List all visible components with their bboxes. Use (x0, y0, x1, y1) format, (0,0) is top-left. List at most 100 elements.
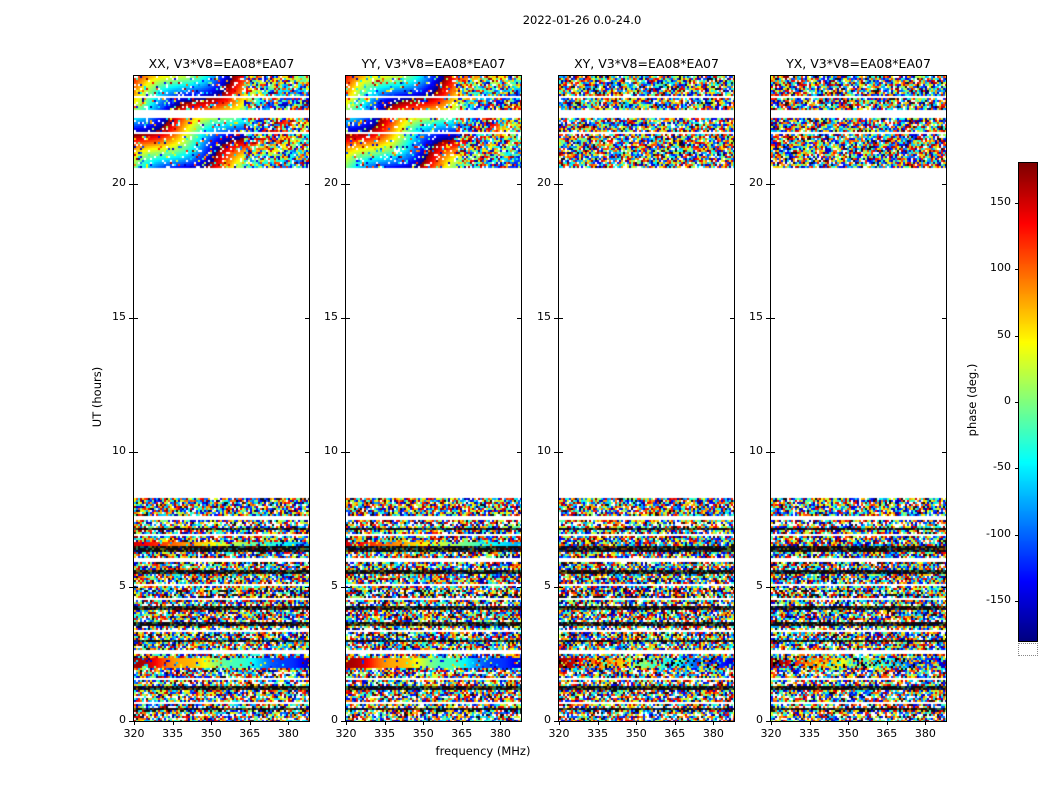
heatmap-canvas-yy (346, 76, 521, 721)
x-tick-mark (500, 721, 502, 725)
x-tick-label: 335 (374, 727, 396, 740)
y-tick-mark (346, 586, 350, 588)
y-tick-mark (942, 317, 946, 319)
colorbar-tick-mark (1015, 202, 1019, 204)
y-tick-mark (341, 183, 345, 185)
y-tick-label: 15 (112, 309, 126, 323)
panel-yx: YX, V3*V8=EA08*EA07 320 335 350 365 380 0 5 10 1… (749, 56, 947, 740)
y-tick-mark (346, 183, 350, 185)
y-tick-mark (129, 317, 133, 319)
y-tick-mark (134, 586, 138, 588)
y-tick-mark (730, 721, 734, 722)
y-tick-mark (305, 317, 309, 319)
x-tick-mark (674, 721, 676, 725)
x-tick-mark (134, 721, 135, 725)
x-tick-label: 335 (799, 727, 821, 740)
colorbar-tick-mark (1015, 534, 1019, 536)
y-tick-label: 0 (756, 713, 763, 726)
y-tick-mark (129, 586, 133, 588)
y-tick-mark (305, 452, 309, 454)
y-tick-mark (771, 183, 775, 185)
y-tick-mark (771, 586, 775, 588)
x-tick-mark (288, 721, 290, 725)
y-tick-mark (554, 183, 558, 185)
y-tick-mark (730, 586, 734, 588)
x-tick-label: 350 (625, 727, 647, 740)
y-tick-mark (134, 721, 138, 722)
panel-title-xy: XY, V3*V8=EA08*EA07 (574, 56, 719, 71)
y-tick-mark (942, 183, 946, 185)
y-tick-label: 0 (544, 713, 551, 726)
x-tick-mark (636, 721, 638, 725)
y-tick-mark (341, 586, 345, 588)
panel-xy: XY, V3*V8=EA08*EA07 320 335 350 365 380 0 5 10 1… (537, 56, 735, 740)
y-tick-mark (730, 317, 734, 319)
y-tick-mark (346, 317, 350, 319)
colorbar-tick-label: 50 (997, 327, 1011, 341)
panel-title-xx: XX, V3*V8=EA08*EA07 (148, 56, 295, 71)
y-tick-mark (730, 452, 734, 454)
y-tick-mark (134, 452, 138, 454)
x-tick-mark (211, 721, 213, 725)
heatmap-canvas-yx (771, 76, 946, 721)
y-tick-label: 10 (537, 444, 551, 458)
colorbar-tick-mark (1015, 468, 1019, 470)
y-tick-mark (346, 452, 350, 454)
y-tick-label: 5 (119, 578, 126, 592)
x-tick-mark (559, 721, 560, 725)
y-tick-mark (517, 452, 521, 454)
y-tick-mark (554, 317, 558, 319)
y-tick-label: 15 (324, 309, 338, 323)
colorbar-label: phase (deg.) (965, 363, 979, 437)
y-tick-label: 10 (112, 444, 126, 458)
x-tick-label: 380 (914, 727, 936, 740)
figure-title: 2022-01-26 0.0-24.0 (522, 13, 642, 27)
y-tick-mark (559, 586, 563, 588)
y-tick-label: 5 (331, 578, 338, 592)
y-tick-label: 15 (537, 309, 551, 323)
x-tick-mark (172, 721, 174, 725)
x-tick-label: 365 (451, 727, 473, 740)
x-tick-mark (809, 721, 811, 725)
y-tick-mark (942, 452, 946, 454)
y-tick-mark (134, 183, 138, 185)
y-tick-mark (346, 721, 350, 722)
y-tick-mark (129, 183, 133, 185)
x-tick-label: 350 (412, 727, 434, 740)
y-tick-label: 0 (119, 713, 126, 726)
x-tick-label: 365 (876, 727, 898, 740)
y-tick-mark (766, 183, 770, 185)
panel-xx: XX, V3*V8=EA08*EA07 320 335 350 365 380 0 5 10 1… (112, 56, 310, 740)
y-tick-mark (766, 452, 770, 454)
y-tick-mark (771, 721, 775, 722)
colorbar-tick-label: 150 (990, 194, 1011, 208)
colorbar-tick-label: -50 (993, 460, 1011, 474)
x-axis-label: frequency (MHz) (435, 744, 531, 758)
y-tick-mark (341, 721, 345, 722)
y-tick-mark (942, 586, 946, 588)
x-tick-label: 380 (277, 727, 299, 740)
x-tick-mark (461, 721, 463, 725)
y-tick-mark (341, 452, 345, 454)
y-tick-mark (771, 452, 775, 454)
y-tick-label: 0 (331, 713, 338, 726)
y-tick-mark (554, 586, 558, 588)
y-tick-label: 15 (749, 309, 763, 323)
x-tick-label: 320 (123, 727, 145, 740)
y-tick-mark (942, 721, 946, 722)
y-tick-mark (517, 183, 521, 185)
panel-yy: YY, V3*V8=EA08*EA07 320 335 350 365 380 0 5 10 1… (324, 56, 522, 740)
y-tick-label: 20 (112, 175, 126, 189)
y-tick-mark (305, 721, 309, 722)
y-tick-mark (766, 317, 770, 319)
x-tick-mark (848, 721, 850, 725)
colorbar-tick-mark (1015, 601, 1019, 603)
x-tick-mark (249, 721, 251, 725)
colorbar-under-swatch (1018, 643, 1038, 656)
colorbar-tick-label: 100 (990, 261, 1011, 275)
y-tick-mark (559, 721, 563, 722)
y-tick-mark (559, 183, 563, 185)
y-tick-mark (129, 452, 133, 454)
colorbar-tick-label: -100 (986, 526, 1011, 540)
